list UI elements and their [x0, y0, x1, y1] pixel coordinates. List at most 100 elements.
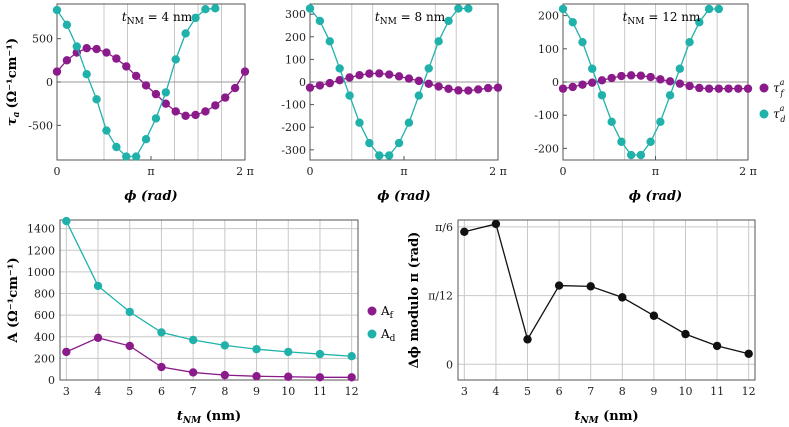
data-point-Ad — [220, 341, 230, 350]
data-point-Ad — [125, 307, 134, 317]
x-tick-label: 5 — [126, 385, 133, 398]
legend-marker — [367, 306, 377, 316]
data-point-τd — [62, 20, 72, 29]
legend-main: A — [380, 304, 390, 318]
data-point-τd — [607, 117, 616, 127]
data-point-τf — [122, 62, 131, 71]
data-point-τf — [444, 84, 453, 93]
data-point-τf — [454, 86, 463, 95]
data-point-τd — [424, 64, 433, 73]
data-point-τf — [714, 84, 723, 93]
data-point-Af — [157, 362, 166, 372]
y-tick-label: 400 — [34, 331, 55, 344]
legend-sub: f — [390, 311, 394, 321]
data-point-τf — [325, 78, 334, 88]
tnm-panel-3: 3 4 5 6 7 8 9 10 11 12 0 200 400 600 800 1000 1200 1400 tN… — [6, 216, 359, 426]
x-tick-label: 0 — [307, 165, 314, 178]
x-tick-label: 0 — [560, 165, 567, 178]
plot-frame — [59, 219, 359, 381]
data-point-τd — [151, 114, 161, 123]
data-point-τd — [52, 5, 62, 15]
x-tick-label: π — [652, 165, 659, 178]
x-label-rest: (nm) — [599, 409, 639, 424]
data-point-τf — [305, 83, 315, 92]
x-tick-label: 0 — [54, 165, 61, 178]
y-tick-label: π/6 — [435, 221, 453, 234]
annotation-t: t — [375, 10, 380, 24]
data-point-τd — [315, 16, 325, 26]
data-point-τd — [414, 91, 424, 100]
data-point-τf — [404, 74, 414, 83]
data-point-Δϕ — [712, 341, 722, 351]
y-tick-label: -100 — [281, 99, 306, 112]
y-tick-label: 0 — [552, 76, 559, 89]
data-point-Δϕ — [586, 282, 595, 291]
data-point-τf — [201, 107, 210, 116]
y-tick-label: 200 — [34, 352, 55, 365]
legend-sub: f — [779, 89, 785, 98]
data-point-τf — [211, 101, 220, 110]
data-point-τf — [384, 70, 394, 79]
data-point-τf — [636, 71, 646, 80]
data-point-τd — [191, 13, 200, 23]
data-point-τd — [568, 18, 577, 27]
x-tick-label: π — [400, 165, 407, 178]
data-point-Af — [315, 373, 325, 382]
y-tick-label: -300 — [281, 144, 306, 157]
data-point-τd — [665, 91, 675, 100]
x-tick-label: 3 — [63, 385, 70, 398]
data-point-Ad — [347, 352, 356, 361]
data-point-τf — [626, 71, 636, 80]
legend-marker — [759, 83, 769, 93]
data-point-τf — [62, 56, 72, 65]
y-label-sub: a — [12, 111, 22, 117]
x-tick-label: 10 — [281, 385, 295, 398]
legend-main: A — [380, 327, 390, 341]
data-point-τd — [72, 42, 81, 51]
data-point-Ad — [62, 216, 71, 226]
legend-label: Af — [380, 304, 394, 321]
data-point-τd — [345, 91, 354, 100]
panel-annotation: tNM = 8 nm — [375, 10, 446, 27]
y-tick-label: 100 — [538, 43, 559, 56]
data-point-τd — [211, 4, 220, 13]
data-point-τf — [607, 73, 616, 83]
y-tick-label: 0 — [46, 76, 53, 89]
data-point-τd — [82, 70, 91, 79]
y-tick-label: 0 — [446, 358, 453, 371]
y-tick-label: 500 — [32, 33, 53, 46]
x-axis-label: ϕ (rad) — [629, 189, 682, 204]
x-axis-label: tNM (nm) — [574, 409, 638, 426]
y-tick-label: 1400 — [27, 223, 55, 236]
data-point-τd — [171, 55, 180, 64]
data-point-τd — [454, 4, 463, 13]
x-tick-label: 5 — [524, 385, 531, 398]
data-point-Δϕ — [618, 293, 627, 302]
legend-marker — [367, 329, 377, 339]
data-point-τf — [414, 76, 424, 86]
x-tick-label: 3 — [461, 385, 468, 398]
data-point-τd — [404, 118, 414, 127]
data-point-Ad — [188, 335, 198, 345]
data-point-τf — [685, 81, 694, 91]
data-point-τf — [151, 89, 161, 99]
series-line-Ad — [65, 220, 352, 357]
data-point-Δϕ — [744, 349, 753, 358]
data-point-τd — [646, 137, 655, 146]
panel-annotation: tNM = 12 nm — [623, 10, 701, 27]
data-point-τf — [558, 84, 568, 93]
data-point-τd — [161, 88, 171, 97]
data-point-τd — [714, 4, 723, 14]
panel-annotation: tNM = 4 nm — [122, 10, 193, 27]
data-point-τd — [704, 4, 714, 14]
data-point-τd — [201, 5, 210, 14]
legend-sub: d — [780, 115, 785, 124]
x-label-t: t — [177, 409, 183, 424]
y-label-units: (Ω⁻¹cm⁻¹) — [5, 38, 20, 109]
data-point-Δϕ — [649, 311, 659, 320]
data-point-Δϕ — [681, 329, 690, 339]
data-point-τf — [102, 48, 111, 57]
data-point-τd — [335, 64, 344, 73]
